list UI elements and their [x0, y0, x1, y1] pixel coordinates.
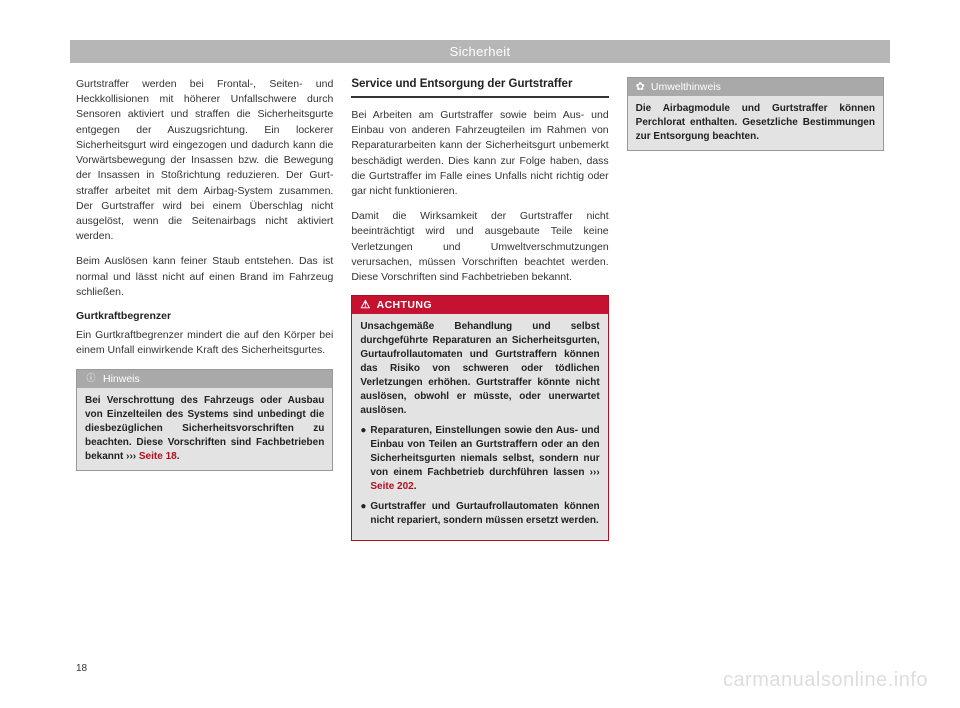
- warning-box: ⚠ ACHTUNG Unsachgemäße Behandlung und se…: [351, 295, 608, 541]
- bullet-text: Reparaturen, Einstellungen sowie den Aus…: [370, 424, 599, 494]
- content-columns: Gurtstraffer werden bei Frontal-, Seiten…: [70, 77, 890, 541]
- paragraph: Gurtstraffer werden bei Frontal-, Seiten…: [76, 77, 333, 244]
- section-heading: Service und Entsorgung der Gurtstraffer: [351, 77, 608, 98]
- recycle-icon: ✿: [636, 82, 645, 93]
- column-3: ✿ Umwelthinweis Die Airbagmodule und Gur…: [627, 77, 884, 541]
- paragraph: Damit die Wirksamkeit der Gurtstraffer n…: [351, 209, 608, 285]
- bullet-icon: ●: [360, 500, 366, 528]
- note-box: ⓘ Hinweis Bei Verschrottung des Fahrzeug…: [76, 369, 333, 471]
- page-number: 18: [76, 663, 87, 674]
- bullet-pre: Reparaturen, Einstellungen sowie den Aus…: [370, 425, 599, 478]
- bullet-post: .: [414, 481, 417, 492]
- page-reference-link[interactable]: Seite 18: [139, 451, 177, 462]
- column-1: Gurtstraffer werden bei Frontal-, Seiten…: [76, 77, 333, 541]
- note-title-bar: ⓘ Hinweis: [77, 370, 332, 388]
- bullet-icon: ●: [360, 424, 366, 494]
- bullet-text: Gurtstraffer und Gurtaufrollautomaten kö…: [370, 500, 599, 528]
- note-text-post: .: [177, 451, 180, 462]
- warning-title-bar: ⚠ ACHTUNG: [352, 296, 607, 314]
- warning-bullet: ● Gurtstraffer und Gurtaufrollautomaten …: [360, 500, 599, 528]
- warning-paragraph: Unsachgemäße Behandlung und selbst durch…: [360, 320, 599, 418]
- warning-title-text: ACHTUNG: [377, 299, 432, 311]
- paragraph: Ein Gurtkraftbegrenzer mindert die auf d…: [76, 328, 333, 358]
- column-2: Service und Entsorgung der Gurtstraffer …: [351, 77, 608, 541]
- note-text: Bei Verschrottung des Fahrzeugs oder Aus…: [85, 395, 324, 462]
- page-reference-link[interactable]: Seite 202: [370, 481, 413, 492]
- subheading: Gurtkraftbegrenzer: [76, 310, 333, 322]
- note-body: Bei Verschrottung des Fahrzeugs oder Aus…: [77, 388, 332, 470]
- environment-body: Die Airbagmodule und Gurtstraffer können…: [628, 96, 883, 150]
- note-title-text: Hinweis: [103, 373, 140, 385]
- page-inner: Sicherheit Gurtstraffer werden bei Front…: [70, 40, 890, 678]
- manual-page: Sicherheit Gurtstraffer werden bei Front…: [70, 40, 890, 678]
- warning-bullet: ● Reparaturen, Einstellungen sowie den A…: [360, 424, 599, 494]
- warning-body: Unsachgemäße Behandlung und selbst durch…: [352, 314, 607, 540]
- info-icon: ⓘ: [85, 373, 97, 385]
- environment-box: ✿ Umwelthinweis Die Airbagmodule und Gur…: [627, 77, 884, 151]
- paragraph: Beim Auslösen kann feiner Staub entstehe…: [76, 254, 333, 300]
- page-header: Sicherheit: [70, 40, 890, 63]
- warning-icon: ⚠: [360, 300, 370, 311]
- environment-title-bar: ✿ Umwelthinweis: [628, 78, 883, 96]
- paragraph: Bei Arbeiten am Gurtstraffer sowie beim …: [351, 108, 608, 199]
- environment-title-text: Umwelthinweis: [651, 81, 721, 93]
